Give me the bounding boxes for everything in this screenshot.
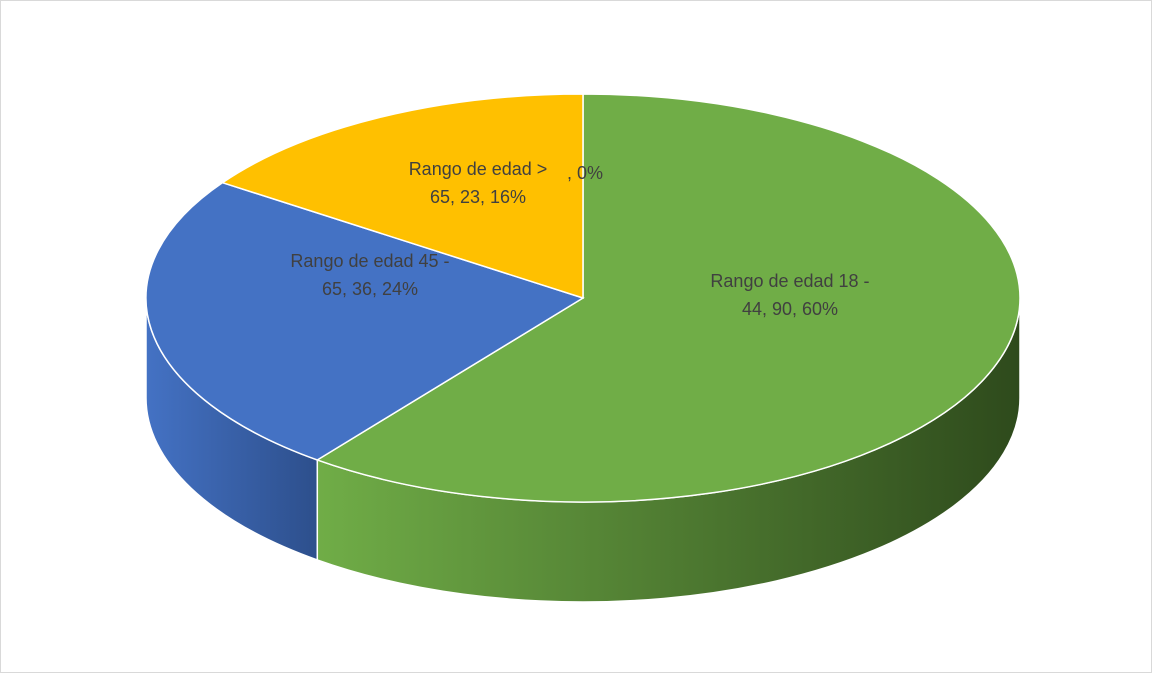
data-label: 44, 90, 60% <box>742 299 838 319</box>
slice <box>145 181 585 461</box>
data-label: Rango de edad > <box>409 159 548 179</box>
data-label: , 0% <box>567 163 603 183</box>
slice <box>220 93 584 300</box>
data-label: 65, 36, 24% <box>322 279 418 299</box>
slice <box>315 93 1021 503</box>
data-label: Rango de edad 45 - <box>290 251 449 271</box>
data-label: Rango de edad 18 - <box>710 271 869 291</box>
data-label: 65, 23, 16% <box>430 187 526 207</box>
